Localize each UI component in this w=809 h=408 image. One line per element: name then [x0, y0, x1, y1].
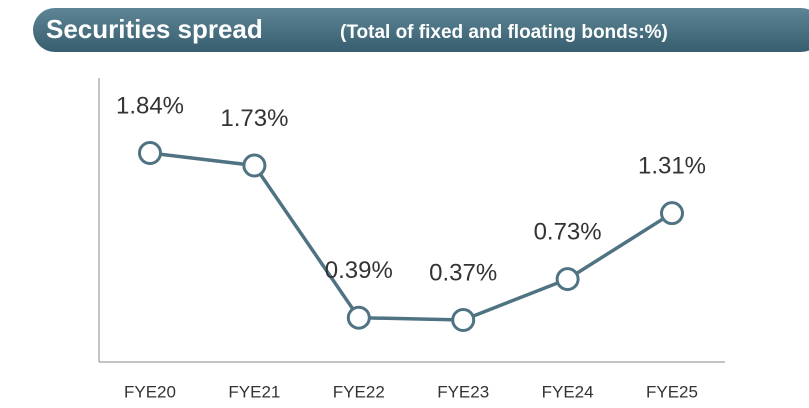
- marker: [451, 307, 476, 332]
- x-tick-label: FYE21: [228, 382, 280, 401]
- x-tick-label: FYE24: [542, 382, 594, 401]
- x-tick-label: FYE23: [437, 382, 489, 401]
- x-tick-label: FYE22: [333, 382, 385, 401]
- marker: [138, 140, 162, 165]
- x-tick-label: FYE20: [124, 382, 176, 401]
- data-label: 1.31%: [638, 153, 706, 180]
- chart-subtitle: (Total of fixed and floating bonds:%): [340, 22, 668, 43]
- data-label: 1.84%: [116, 92, 184, 119]
- data-label: 0.73%: [534, 218, 602, 245]
- data-label: 0.39%: [325, 257, 393, 284]
- marker: [660, 201, 684, 226]
- marker: [242, 153, 267, 178]
- chart-title: Securities spread: [46, 14, 263, 44]
- marker: [555, 267, 580, 292]
- line: [149, 151, 673, 322]
- data-label: 0.37%: [429, 259, 497, 286]
- x-tick-label: FYE25: [646, 382, 698, 401]
- data-label: 1.73%: [220, 105, 288, 132]
- title-banner: [33, 8, 809, 52]
- marker: [346, 305, 371, 330]
